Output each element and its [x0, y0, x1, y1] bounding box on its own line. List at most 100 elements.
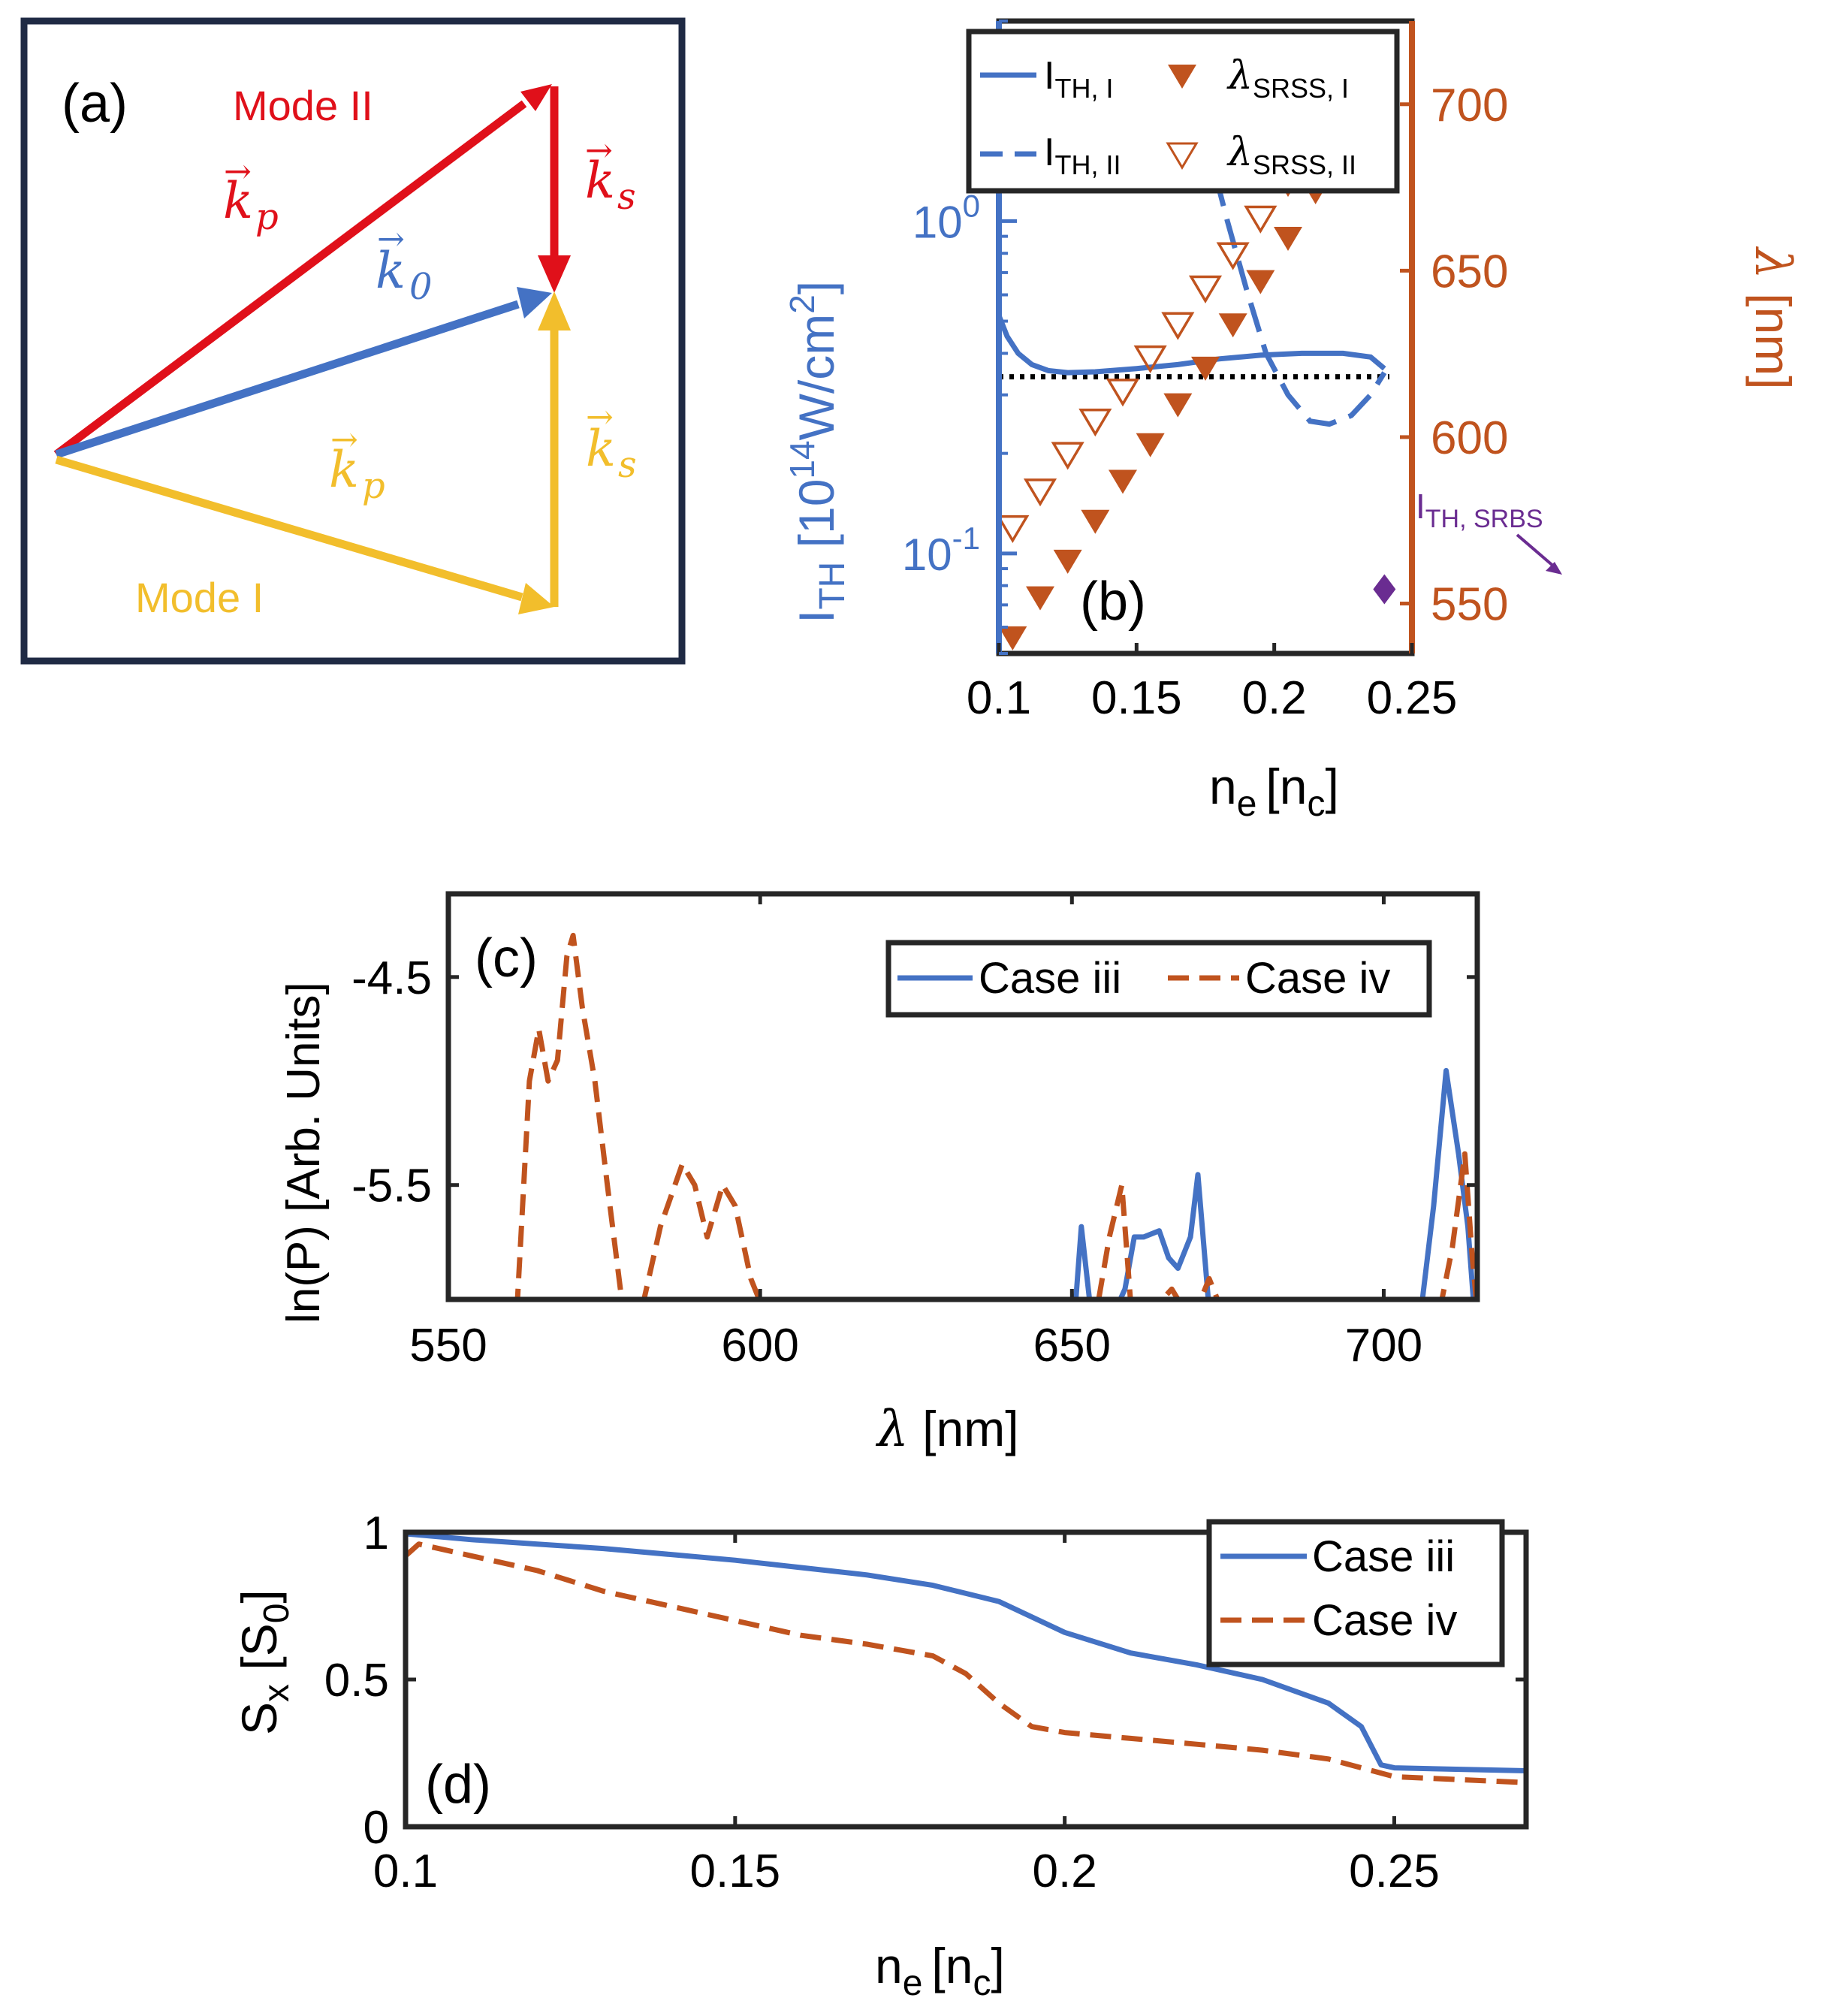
- x-tick-label: 700: [1345, 1320, 1422, 1372]
- panel-b-xlabel: ne [nc]: [1209, 759, 1339, 824]
- panel-d-label: (d): [425, 1755, 491, 1815]
- xlabel-sym: λ: [875, 1400, 909, 1458]
- panel-d-xlabel: ne [nc]: [875, 1938, 1005, 2003]
- legend-box: [885, 940, 1432, 1018]
- ylabel-unit1: [S: [231, 1623, 287, 1684]
- x-tick-label: 550: [409, 1320, 487, 1372]
- point-lambda-i: [999, 626, 1027, 650]
- y-right-tick-label: 550: [1431, 579, 1508, 631]
- legend-ith-ii: ITH, II: [1044, 131, 1121, 180]
- legend-sub: TH, II: [1054, 149, 1121, 180]
- k-letter: k: [329, 441, 359, 499]
- x-tick-label: 0.25: [1349, 1845, 1440, 1897]
- k-letter: k: [223, 172, 253, 230]
- point-lambda-ii: [1161, 312, 1195, 340]
- point-lambda-i: [1109, 469, 1137, 494]
- series-case-iii-segment: [1419, 1067, 1477, 1299]
- y-left-tick-label: 10-1: [902, 521, 980, 580]
- point-lambda-i: [1081, 509, 1110, 534]
- mode-ii-label: Mode II: [233, 82, 373, 129]
- arrow-glyph: →: [330, 421, 358, 459]
- legend-sub: SRSS, II: [1253, 149, 1356, 180]
- panel-c: 550 600 650 700 -4.5 -5.5 (c) ln(P) [Arb. Uni…: [278, 891, 1480, 1458]
- panel-b-ticks: 0.1 0.15 0.2 0.25 100 10-1 550 600 650 700: [902, 20, 1508, 724]
- ylabel-unit1: [10: [789, 479, 844, 562]
- x-tick-label: 0.1: [967, 672, 1031, 724]
- xlabel-sub: e: [903, 1963, 923, 2003]
- point-lambda-i: [1191, 356, 1220, 381]
- xlabel-n: n: [1209, 759, 1237, 814]
- vector-k0: [55, 287, 552, 459]
- x-tick-label: 0.15: [1091, 672, 1182, 724]
- panel-b-legend: ITH, I ITH, II λSRSS, I λSRSS, II: [966, 29, 1400, 194]
- xlabel-unit: [n: [1265, 759, 1307, 814]
- panel-d-ylabel: Sx [S0]: [231, 1589, 297, 1735]
- x-tick-label: 600: [721, 1320, 798, 1372]
- k-sub: p: [362, 465, 385, 507]
- ylabel-sup: 14: [783, 440, 822, 478]
- k-sub: s: [617, 176, 636, 218]
- point-lambda-i: [1246, 270, 1275, 294]
- panel-c-series: [514, 932, 1477, 1299]
- srbs-main: I: [1416, 487, 1425, 526]
- point-lambda-ii: [1133, 345, 1167, 374]
- panel-c-label: (c): [475, 928, 538, 988]
- point-lambda-i: [1026, 586, 1054, 611]
- legend-case-iii: Case iii: [979, 954, 1121, 1003]
- k-sub: p: [255, 196, 279, 238]
- panel-b-label: (b): [1080, 572, 1146, 632]
- vector-ks-mode-i: [538, 291, 571, 607]
- legend-ith-i: ITH, I: [1044, 54, 1113, 104]
- point-lambda-i: [1218, 313, 1247, 338]
- arrow-glyph: →: [585, 131, 613, 170]
- srbs-sub: TH, SRBS: [1425, 505, 1543, 533]
- k-letter: k: [586, 420, 616, 478]
- vector-ks-mode-ii: [538, 86, 571, 293]
- ylabel-sup2: 2: [783, 294, 822, 314]
- ylabel-unit3: ]: [789, 281, 844, 294]
- legend-case-iv: Case iv: [1245, 954, 1390, 1003]
- point-lambda-i: [1136, 433, 1165, 457]
- ylabel-main: I: [789, 610, 844, 623]
- x-tick-label: 0.1: [373, 1845, 438, 1897]
- legend-lambda-ii: λSRSS, II: [1226, 130, 1356, 180]
- panel-d-legend: Case iii Case iv: [1206, 1519, 1505, 1667]
- legend-box: [1206, 1519, 1505, 1667]
- xlabel-unit-sub: c: [1307, 784, 1325, 824]
- point-lambda-i: [1053, 549, 1082, 574]
- panel-d-series: [406, 1532, 1526, 1785]
- legend-main: λ: [1226, 53, 1253, 98]
- srbs-arrowhead: [1546, 562, 1562, 575]
- x-tick-label: 0.2: [1033, 1845, 1097, 1897]
- legend-case-iii: Case iii: [1312, 1532, 1455, 1581]
- xlabel-close: ]: [1325, 759, 1338, 814]
- label-kp-yellow: → k p: [329, 421, 385, 507]
- mode-i-label: Mode I: [135, 574, 264, 621]
- legend-sub: SRSS, I: [1253, 73, 1349, 104]
- xlabel-close: ]: [991, 1938, 1004, 1993]
- ylabel-sub2: 0: [257, 1604, 297, 1624]
- arrow-glyph: →: [586, 398, 614, 436]
- legend-swatch-lambda-ii: [1166, 142, 1199, 170]
- y-tick-label: 0: [363, 1802, 389, 1854]
- xlabel-unit-sub: c: [973, 1963, 991, 2003]
- panel-a-frame: [20, 17, 686, 665]
- panel-a-label: (a): [62, 74, 128, 134]
- y-tick-label: 1: [363, 1507, 389, 1559]
- y-right-tick-label: 650: [1431, 246, 1508, 297]
- point-lambda-ii: [1244, 205, 1278, 234]
- panel-d-ticks: 0.1 0.15 0.2 0.25 0 0.5 1: [324, 1507, 1526, 1897]
- label-ks-yellow: → k s: [586, 398, 637, 486]
- xlabel-n: n: [875, 1938, 903, 1993]
- x-tick-label: 0.15: [689, 1845, 780, 1897]
- ylabel-sub: TH: [813, 562, 852, 610]
- panel-a: (a) Mode II Mode I → k p: [20, 17, 686, 665]
- legend-case-iv: Case iv: [1312, 1596, 1457, 1645]
- x-tick-label: 650: [1033, 1320, 1111, 1372]
- ylabel-main: S: [231, 1702, 287, 1735]
- point-lambda-ii: [1106, 379, 1140, 407]
- legend-swatch-lambda-i: [1168, 65, 1196, 89]
- ylabel-unit2: W/cm: [789, 314, 844, 441]
